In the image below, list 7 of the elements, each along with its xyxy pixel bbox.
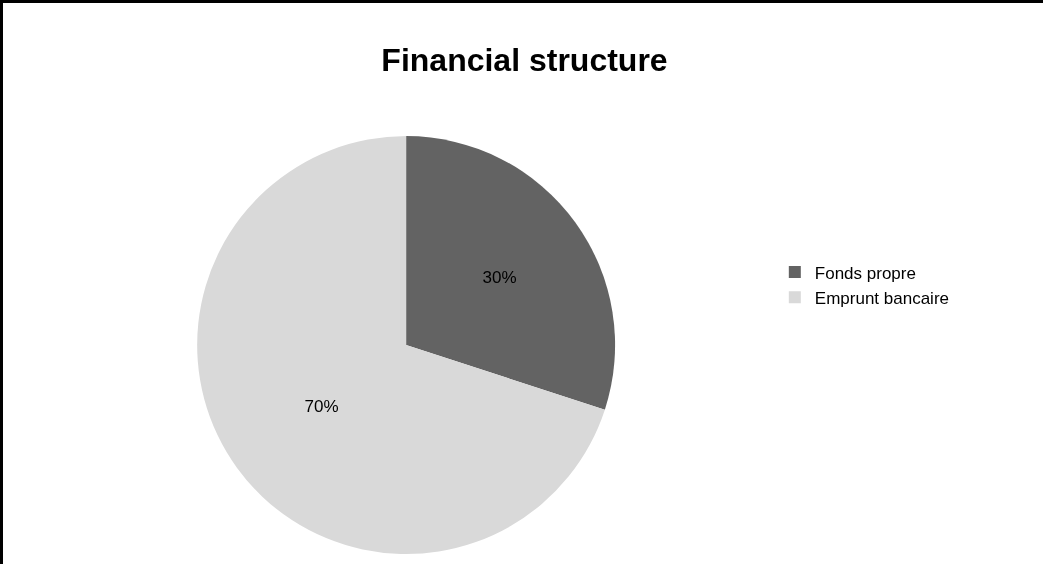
data-label: 30% (482, 267, 517, 287)
legend-label: Fonds propre (814, 263, 916, 283)
data-label: 70% (304, 396, 339, 416)
legend-label: Emprunt bancaire (814, 288, 950, 308)
pie-slice (406, 136, 615, 410)
chart-title: Financial structure (381, 41, 668, 78)
pie-slice (197, 136, 605, 554)
